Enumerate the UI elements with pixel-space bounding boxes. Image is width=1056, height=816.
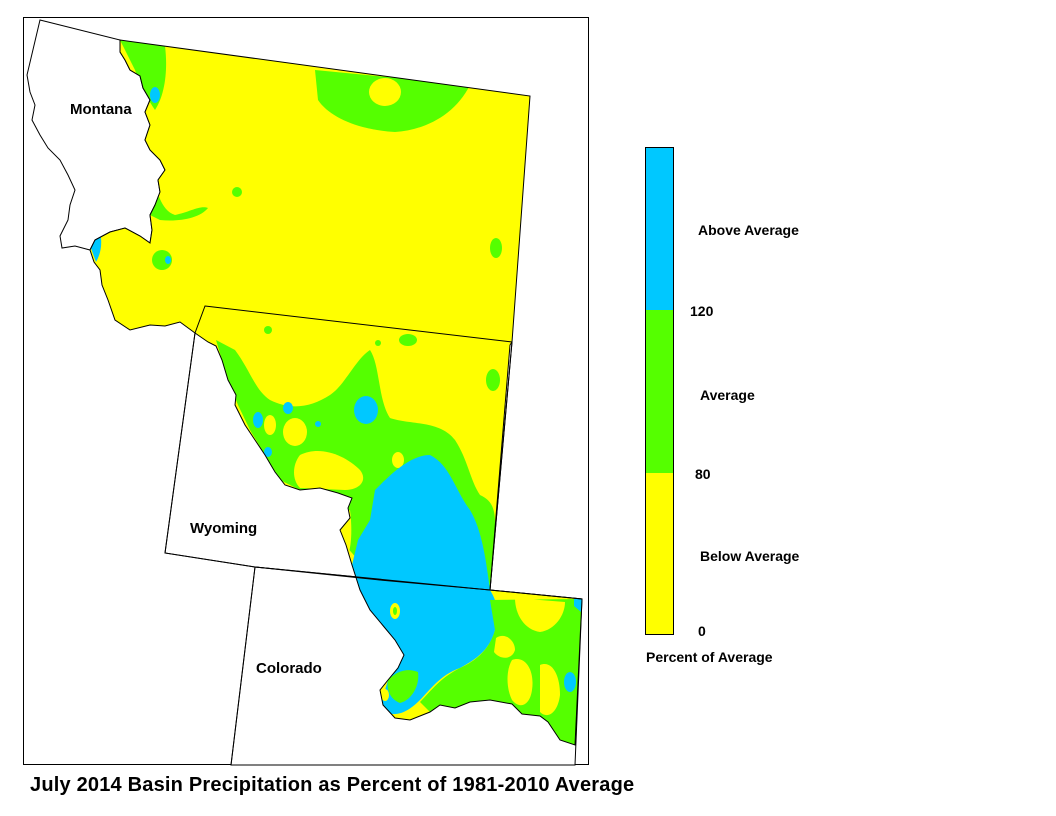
legend-swatch-above-average [645,147,674,310]
map-title: July 2014 Basin Precipitation as Percent… [30,774,635,796]
legend-break-120: 120 [690,303,714,319]
legend-label-average: Average [700,387,755,403]
colorado-boundary [230,566,583,766]
legend-break-80: 80 [695,466,711,482]
state-label-wyoming: Wyoming [190,520,258,537]
legend-label-below-average: Below Average [700,548,800,564]
state-label-colorado: Colorado [256,660,322,677]
legend-swatch-below-average [645,473,674,635]
legend-swatch-average [645,310,674,473]
legend-break-0: 0 [698,623,706,639]
legend-label-above-average: Above Average [698,222,799,238]
legend-caption: Percent of Average [646,649,773,665]
basin-outline [89,39,583,746]
state-label-montana: Montana [70,101,132,118]
